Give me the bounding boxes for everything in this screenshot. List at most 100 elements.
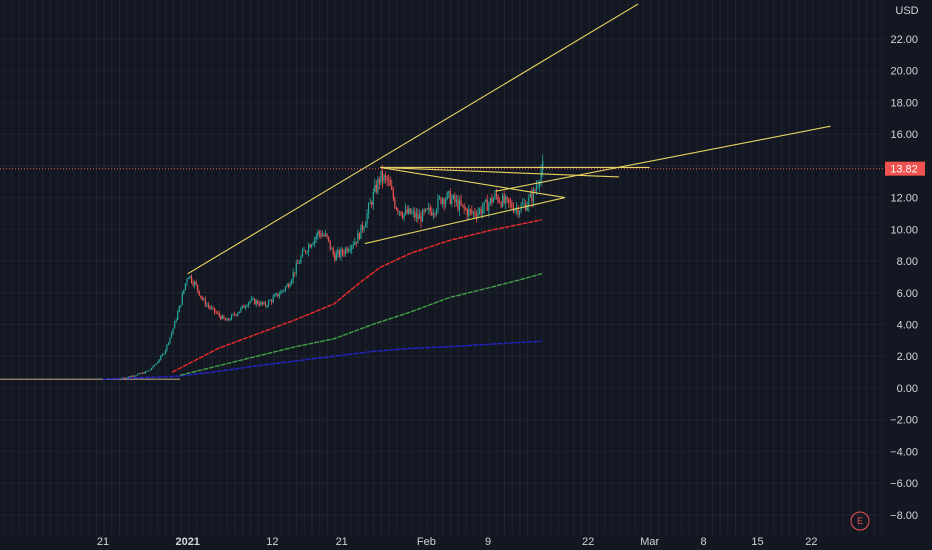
candle-body — [534, 189, 536, 191]
candle-body — [252, 298, 254, 300]
candle-body — [264, 302, 267, 306]
price-axis[interactable]: 22.0020.0018.0016.0014.0012.0010.008.006… — [890, 34, 918, 522]
price-tick-label: 8.00 — [897, 256, 918, 268]
candle-body — [520, 205, 522, 212]
candle-body — [217, 312, 219, 314]
candle-body — [174, 321, 176, 329]
candle-body — [195, 281, 197, 285]
candle-body — [312, 243, 314, 245]
candle-body — [277, 293, 279, 297]
moving-average-red — [171, 219, 543, 373]
candle-body — [349, 249, 351, 251]
candle-body — [412, 211, 414, 213]
time-tick-label: Mar — [640, 536, 659, 548]
candle-body — [340, 249, 342, 257]
candle-body — [284, 286, 287, 291]
candle-body — [518, 211, 521, 215]
candle-body — [388, 180, 390, 182]
price-tag-background — [885, 161, 925, 176]
candle-body — [472, 212, 474, 214]
candle-body — [392, 189, 394, 199]
candle-body — [421, 209, 424, 222]
candle-body — [457, 199, 459, 210]
candle-body — [126, 377, 128, 379]
candle-body — [405, 209, 407, 214]
earnings-marker[interactable]: E — [850, 511, 870, 531]
candle-body — [209, 306, 211, 309]
candle-body — [458, 200, 461, 210]
candle-body — [343, 253, 345, 254]
candle-body — [272, 296, 274, 302]
candle-body — [331, 248, 333, 250]
candle-body — [443, 198, 445, 205]
candle-body — [269, 300, 271, 302]
candle-body — [372, 192, 374, 205]
candle-body — [381, 170, 384, 182]
candle-body — [408, 208, 410, 214]
earnings-circle-icon[interactable] — [850, 511, 870, 531]
candle-body — [133, 375, 136, 377]
candle-body — [428, 207, 430, 210]
candle-body — [187, 277, 190, 279]
candle-body — [311, 244, 313, 248]
candle-body — [426, 208, 428, 210]
candle-body — [178, 306, 180, 313]
candle-body — [210, 307, 213, 309]
price-tick-label: 20.00 — [890, 66, 918, 78]
trendline — [364, 197, 566, 245]
currency-label: USD — [895, 5, 918, 17]
candle-body — [357, 233, 359, 244]
candle-body — [307, 245, 310, 252]
candle-body — [141, 372, 143, 374]
candle-body — [255, 300, 257, 305]
price-tick-label: 16.00 — [890, 129, 918, 141]
candle-body — [334, 254, 336, 261]
candle-body — [500, 202, 502, 207]
candle-body — [283, 290, 285, 291]
candle-body — [535, 186, 538, 191]
candle-body — [395, 207, 397, 210]
candle-body — [164, 350, 166, 354]
time-tick-label: 9 — [485, 536, 491, 548]
candle-body — [466, 209, 468, 216]
candle-body — [542, 161, 544, 171]
candle-body — [227, 318, 230, 320]
candle-body — [266, 305, 268, 307]
moving-averages — [0, 219, 543, 380]
candle-body — [220, 315, 222, 320]
candle-body — [229, 319, 231, 321]
candle-body — [226, 318, 228, 321]
candle-body — [483, 201, 485, 209]
candle-body — [514, 208, 516, 212]
candle-body — [258, 303, 260, 306]
candle-body — [451, 198, 453, 204]
time-tick-label: 2021 — [175, 536, 199, 548]
candle-body — [461, 204, 464, 206]
candle-body — [494, 193, 496, 199]
candle-body — [234, 313, 236, 315]
candle-body — [378, 178, 381, 183]
price-tick-label: −8.00 — [890, 510, 918, 522]
time-axis[interactable]: 21 2021 12 21 Feb 9 22 Mar 8 15 22 — [97, 536, 818, 548]
trendlines[interactable] — [187, 3, 831, 275]
price-tick-label: 6.00 — [897, 288, 918, 300]
candle-body — [278, 294, 280, 297]
candle-body — [406, 209, 408, 214]
candle-body — [214, 307, 216, 313]
candle-body — [523, 203, 525, 205]
candle-body — [200, 295, 202, 298]
candle-body — [251, 298, 253, 301]
candle-body — [495, 193, 498, 197]
candle-body — [161, 354, 163, 357]
candle-body — [240, 307, 242, 312]
candle-body — [435, 210, 438, 214]
candle-body — [431, 211, 433, 216]
candle-body — [183, 289, 185, 294]
candle-body — [157, 361, 159, 364]
candle-body — [403, 213, 405, 218]
candle-body — [324, 233, 327, 236]
candle-body — [475, 215, 478, 217]
candle-body — [486, 199, 488, 211]
price-tick-label: −4.00 — [890, 446, 918, 458]
